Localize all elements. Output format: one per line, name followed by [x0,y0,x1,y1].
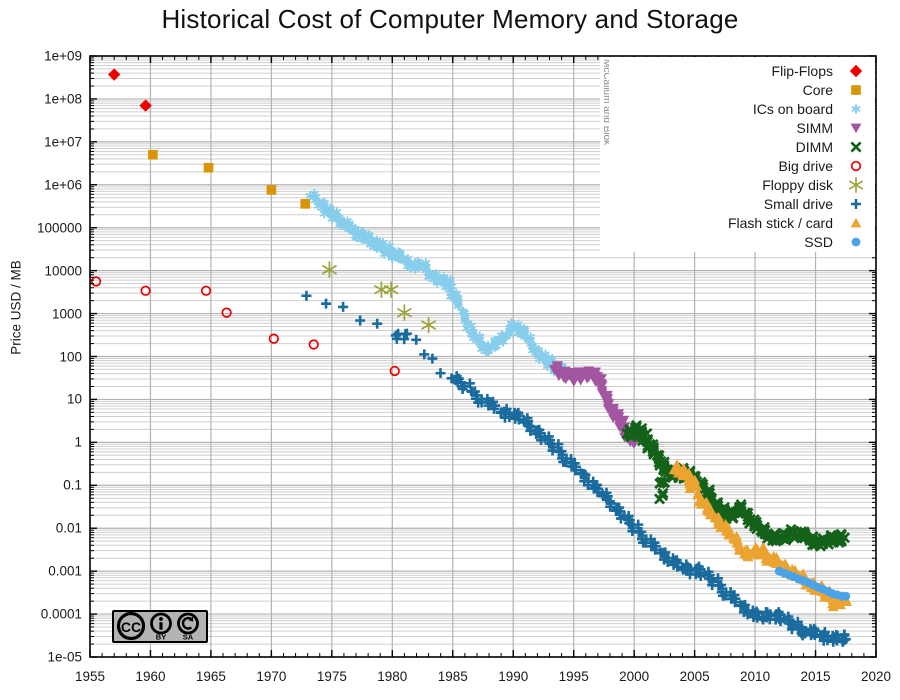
series-flip-flops [107,68,152,112]
y-tick-label: 1 [74,434,82,450]
legend-marker-cross-x-icon [843,137,869,157]
y-tick-label: 0.001 [48,563,82,579]
y-tick-label: 10 [66,391,82,407]
series-big-drive [90,276,400,377]
legend-marker-asterisk-icon [843,99,869,119]
x-tick-label: 2020 [860,669,892,684]
legend-item-flash-stick-card[interactable]: Flash stick / card [728,213,869,233]
minor-gridlines [90,57,876,645]
y-tick-label: 100 [59,349,82,364]
svg-text:BY: BY [156,633,166,642]
legend-item-label: Core [802,82,833,98]
y-tick-label: 0.0001 [40,606,82,622]
x-tick-label: 1955 [74,669,106,684]
y-tick-label: 1e+09 [44,48,82,64]
legend-item-dimm[interactable]: DIMM [796,137,869,157]
series-floppy-disk [321,261,437,334]
legend-marker-triangle-up-icon [843,213,869,233]
x-tick-label: 2005 [679,669,710,684]
legend-marker-circle-icon [843,232,869,252]
major-gridlines [90,56,876,657]
legend-marker-open-circle-icon [843,156,869,176]
page-title: Historical Cost of Computer Memory and S… [161,4,739,34]
legend-item-flip-flops[interactable]: Flip-Flops [772,61,869,81]
legend-marker-asterisk-big-icon [843,175,869,195]
legend-marker-square-icon [843,80,869,100]
y-tick-label: 0.01 [55,520,82,536]
legend-item-label: SIMM [796,120,833,136]
y-tick-label: 1e-05 [47,649,82,665]
x-tick-label: 2010 [740,669,771,684]
x-tick-label: 2015 [800,669,831,684]
svg-text:CC: CC [121,619,141,635]
cc-badge-icon: CC BY SA [116,611,199,642]
legend-item-label: Small drive [763,196,833,212]
legend-item-label: Floppy disk [762,177,833,193]
y-tick-label: 1e+08 [44,91,82,107]
x-tick-label: 1985 [437,669,468,684]
series-small-drive [301,290,851,647]
legend-item-label: Big drive [778,158,833,174]
legend-item-ssd[interactable]: SSD [804,232,869,252]
legend-item-label: Flash stick / card [727,215,833,231]
y-tick-label: 1000 [51,306,82,322]
y-tick-label: 0.1 [63,477,82,493]
legend-item-ics-on-board[interactable]: ICs on board [753,99,869,119]
chart-legend: Flip-Flops Core ICs on board SIMM DIMM Big dr… [609,57,875,252]
legend-item-label: ICs on board [752,101,833,117]
x-tick-label: 1975 [316,669,347,684]
y-tick-label: 1e+07 [44,134,82,150]
legend-marker-plus-icon [843,194,869,214]
series-ssd [774,566,851,601]
y-tick-label: 1e+06 [44,177,82,193]
legend-item-core[interactable]: Core [803,80,869,100]
x-tick-label: 1970 [256,669,287,684]
legend-item-label: Flip-Flops [771,63,833,79]
series-simm [548,361,640,449]
x-tick-label: 1995 [558,669,589,684]
x-tick-label: 1980 [377,669,408,684]
y-tick-label: 100000 [36,220,82,236]
legend-item-big-drive[interactable]: Big drive [779,156,869,176]
legend-item-label: SSD [804,234,833,250]
series-ics-on-board [305,188,572,378]
watermark-backdrop [600,57,609,252]
x-tick-label: 1960 [135,669,166,684]
x-tick-label: 1990 [498,669,529,684]
legend-item-simm[interactable]: SIMM [796,118,869,138]
legend-marker-triangle-down-icon [843,118,869,138]
x-tick-label: 2000 [619,669,650,684]
y-tick-label: 10000 [44,263,82,279]
legend-item-floppy-disk[interactable]: Floppy disk [762,175,869,195]
series-core [148,149,311,209]
x-tick-label: 1965 [195,669,226,684]
legend-item-label: DIMM [795,139,833,155]
data-series-group [90,68,853,647]
svg-text:SA: SA [183,633,194,642]
cc-by-sa-badge[interactable]: CC BY SA [112,610,208,643]
legend-marker-diamond-icon [843,61,869,81]
legend-item-small-drive[interactable]: Small drive [764,194,869,214]
